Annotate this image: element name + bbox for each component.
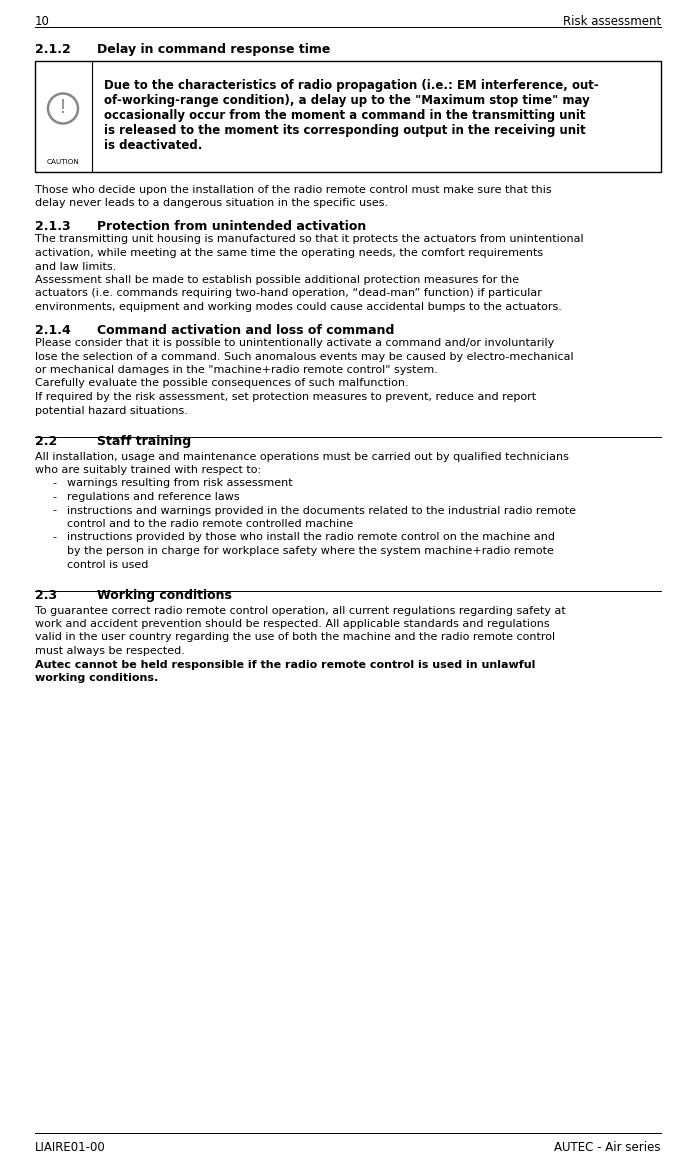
Text: activation, while meeting at the same time the operating needs, the comfort requ: activation, while meeting at the same ti… — [35, 248, 543, 258]
Text: actuators (i.e. commands requiring two-hand operation, “dead-man” function) if p: actuators (i.e. commands requiring two-h… — [35, 288, 542, 299]
Text: -: - — [52, 492, 56, 502]
Text: is released to the moment its corresponding output in the receiving unit: is released to the moment its correspond… — [104, 124, 586, 137]
Text: 2.1.3: 2.1.3 — [35, 220, 70, 233]
Text: AUTEC - Air series: AUTEC - Air series — [555, 1141, 661, 1154]
Text: Risk assessment: Risk assessment — [563, 15, 661, 28]
Text: Assessment shall be made to establish possible additional protection measures fo: Assessment shall be made to establish po… — [35, 274, 519, 285]
Text: -: - — [52, 533, 56, 542]
Text: Working conditions: Working conditions — [97, 588, 232, 602]
Text: work and accident prevention should be respected. All applicable standards and r: work and accident prevention should be r… — [35, 619, 550, 629]
Text: working conditions.: working conditions. — [35, 673, 158, 683]
Text: The transmitting unit housing is manufactured so that it protects the actuators : The transmitting unit housing is manufac… — [35, 235, 584, 244]
Text: Autec cannot be held responsible if the radio remote control is used in unlawful: Autec cannot be held responsible if the … — [35, 659, 535, 670]
Text: Carefully evaluate the possible consequences of such malfunction.: Carefully evaluate the possible conseque… — [35, 378, 409, 388]
Text: who are suitably trained with respect to:: who are suitably trained with respect to… — [35, 465, 261, 475]
Text: instructions and warnings provided in the documents related to the industrial ra: instructions and warnings provided in th… — [67, 506, 576, 515]
Text: !: ! — [59, 98, 67, 117]
Text: environments, equipment and working modes could cause accidental bumps to the ac: environments, equipment and working mode… — [35, 302, 562, 312]
Text: To guarantee correct radio remote control operation, all current regulations reg: To guarantee correct radio remote contro… — [35, 606, 566, 615]
Text: of-working-range condition), a delay up to the "Maximum stop time" may: of-working-range condition), a delay up … — [104, 94, 590, 107]
Text: or mechanical damages in the "machine+radio remote control" system.: or mechanical damages in the "machine+ra… — [35, 365, 438, 374]
Text: All installation, usage and maintenance operations must be carried out by qualif: All installation, usage and maintenance … — [35, 451, 569, 462]
Text: -: - — [52, 478, 56, 488]
Text: 2.3: 2.3 — [35, 588, 57, 602]
Text: 2.1.2: 2.1.2 — [35, 43, 71, 56]
Text: 2.2: 2.2 — [35, 435, 57, 448]
FancyBboxPatch shape — [35, 60, 661, 172]
Text: by the person in charge for workplace safety where the system machine+radio remo: by the person in charge for workplace sa… — [67, 545, 554, 556]
Text: valid in the user country regarding the use of both the machine and the radio re: valid in the user country regarding the … — [35, 633, 555, 642]
Text: CAUTION: CAUTION — [47, 159, 79, 165]
Text: is deactivated.: is deactivated. — [104, 140, 203, 152]
Text: regulations and reference laws: regulations and reference laws — [67, 492, 239, 502]
Text: If required by the risk assessment, set protection measures to prevent, reduce a: If required by the risk assessment, set … — [35, 392, 536, 402]
Text: warnings resulting from risk assessment: warnings resulting from risk assessment — [67, 478, 292, 488]
Text: 2.1.4: 2.1.4 — [35, 323, 71, 336]
Text: lose the selection of a command. Such anomalous events may be caused by electro-: lose the selection of a command. Such an… — [35, 351, 574, 362]
Text: delay never leads to a dangerous situation in the specific uses.: delay never leads to a dangerous situati… — [35, 199, 388, 208]
Text: control and to the radio remote controlled machine: control and to the radio remote controll… — [67, 519, 354, 529]
Text: Those who decide upon the installation of the radio remote control must make sur: Those who decide upon the installation o… — [35, 185, 552, 195]
Text: Staff training: Staff training — [97, 435, 191, 448]
Text: Command activation and loss of command: Command activation and loss of command — [97, 323, 395, 336]
Text: and law limits.: and law limits. — [35, 262, 116, 271]
Text: instructions provided by those who install the radio remote control on the machi: instructions provided by those who insta… — [67, 533, 555, 542]
Text: 10: 10 — [35, 15, 50, 28]
Text: Delay in command response time: Delay in command response time — [97, 43, 331, 56]
Text: Protection from unintended activation: Protection from unintended activation — [97, 220, 366, 233]
Text: -: - — [52, 506, 56, 515]
Text: Please consider that it is possible to unintentionally activate a command and/or: Please consider that it is possible to u… — [35, 338, 554, 348]
Text: control is used: control is used — [67, 559, 148, 570]
Text: potential hazard situations.: potential hazard situations. — [35, 406, 188, 415]
Text: must always be respected.: must always be respected. — [35, 645, 185, 656]
Text: LIAIRE01-00: LIAIRE01-00 — [35, 1141, 106, 1154]
Text: Due to the characteristics of radio propagation (i.e.: EM interference, out-: Due to the characteristics of radio prop… — [104, 79, 599, 92]
Text: occasionally occur from the moment a command in the transmitting unit: occasionally occur from the moment a com… — [104, 109, 585, 122]
